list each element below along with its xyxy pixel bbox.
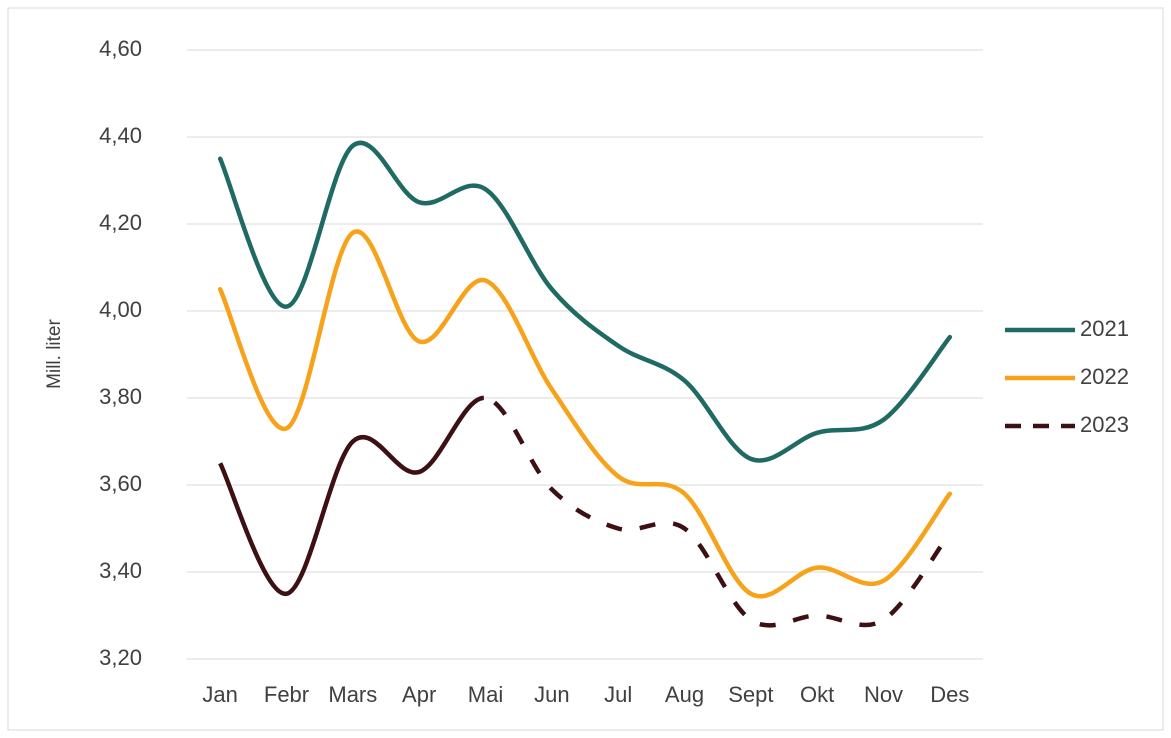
x-tick-label: Aug xyxy=(665,682,704,707)
y-tick-label: 3,60 xyxy=(99,471,142,496)
series-line xyxy=(217,229,953,599)
x-tick-label: Jun xyxy=(534,682,569,707)
legend-label: 2023 xyxy=(1080,412,1129,437)
y-tick-label: 3,40 xyxy=(99,558,142,583)
x-tick-label: Des xyxy=(930,682,969,707)
y-tick-label: 4,20 xyxy=(99,210,142,235)
x-tick-label: Nov xyxy=(864,682,903,707)
y-tick-label: 4,60 xyxy=(99,36,142,61)
x-tick-label: Mars xyxy=(328,682,377,707)
legend-label: 2021 xyxy=(1080,316,1129,341)
legend-label: 2022 xyxy=(1080,364,1129,389)
series-line xyxy=(217,140,953,463)
y-axis-label: Mill. liter xyxy=(44,318,65,388)
series-line xyxy=(218,395,952,628)
y-tick-label: 3,80 xyxy=(99,384,142,409)
x-tick-label: Jan xyxy=(202,682,237,707)
x-tick-label: Febr xyxy=(264,682,309,707)
chart-frame xyxy=(7,7,1164,731)
y-tick-label: 3,20 xyxy=(99,645,142,670)
x-tick-label: Sept xyxy=(728,682,773,707)
x-tick-label: Mai xyxy=(468,682,503,707)
y-tick-label: 4,00 xyxy=(99,297,142,322)
x-tick-label: Apr xyxy=(402,682,436,707)
y-tick-label: 4,40 xyxy=(99,123,142,148)
x-tick-label: Okt xyxy=(800,682,834,707)
x-tick-label: Jul xyxy=(604,682,632,707)
